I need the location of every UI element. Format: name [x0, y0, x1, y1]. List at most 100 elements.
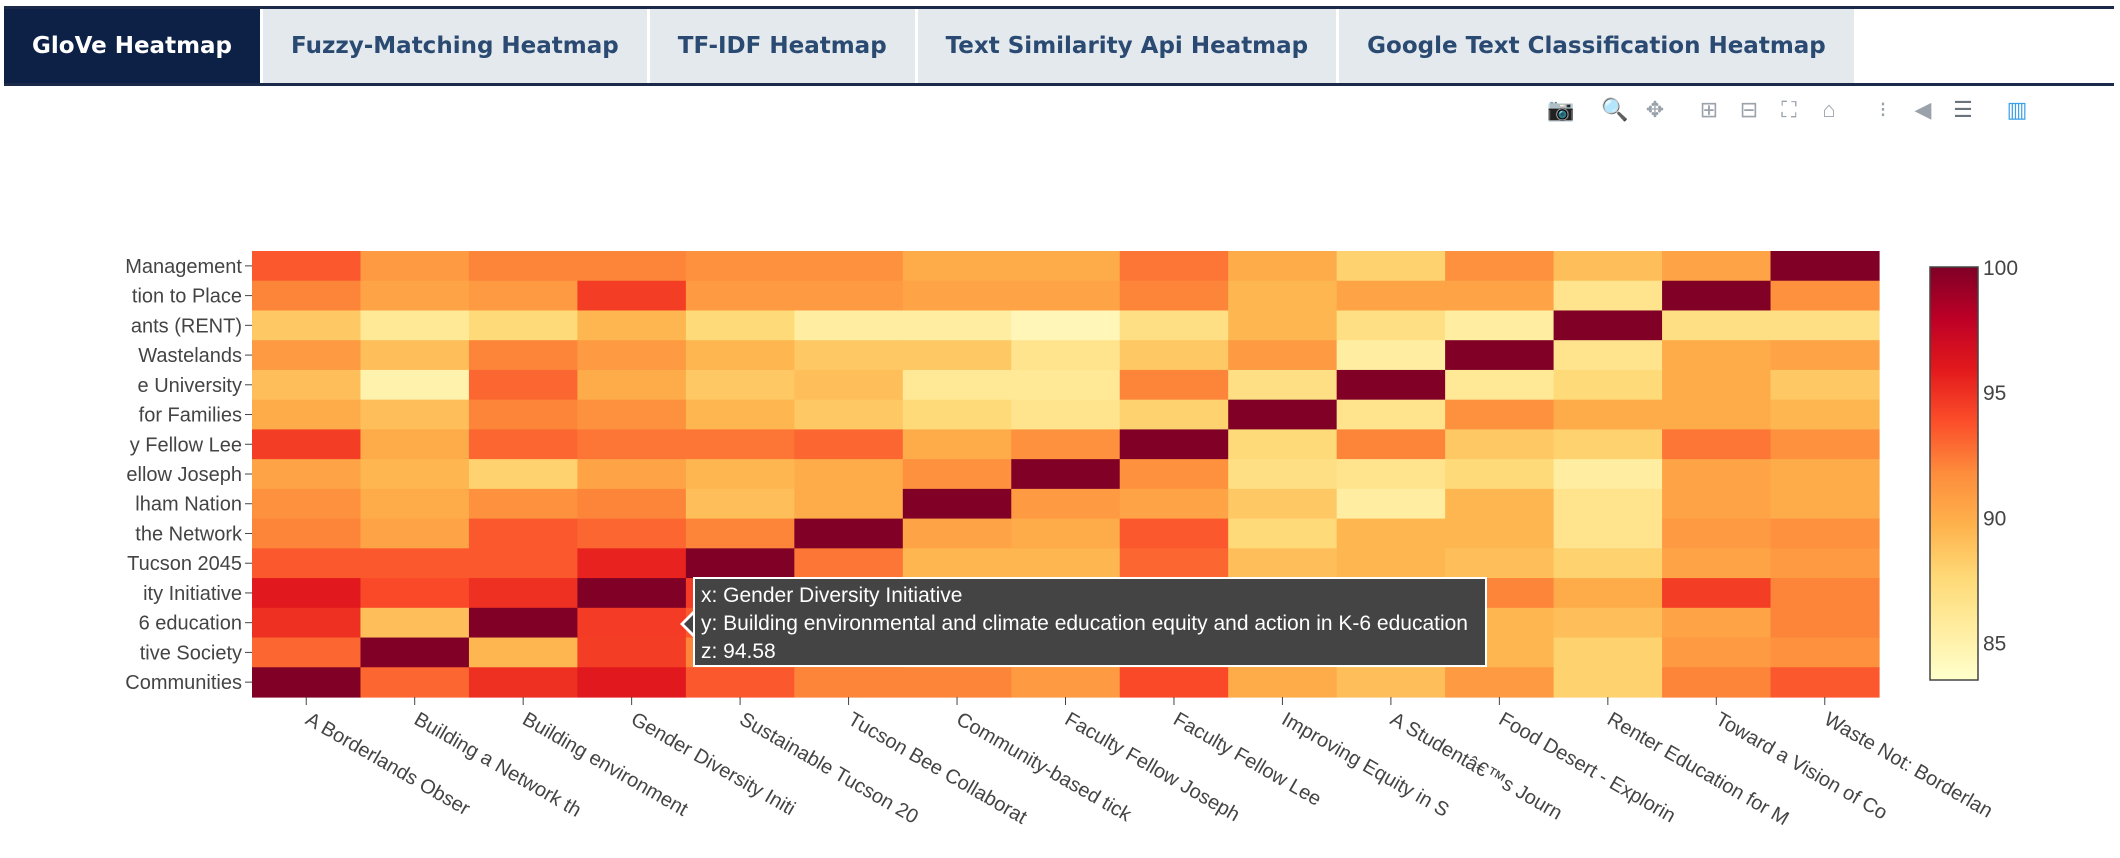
heatmap-cell[interactable]	[1445, 548, 1555, 579]
zoom-icon[interactable]: 🔍	[1601, 97, 1629, 122]
heatmap-cell[interactable]	[252, 578, 362, 609]
heatmap-cell[interactable]	[685, 251, 795, 282]
heatmap-cell[interactable]	[360, 429, 470, 460]
heatmap-cell[interactable]	[1336, 251, 1446, 282]
hover-closest-icon[interactable]: ◀	[1914, 97, 1932, 122]
tab-text-similarity-api-heatmap[interactable]: Text Similarity Api Heatmap	[917, 9, 1337, 83]
heatmap-cell[interactable]	[1119, 518, 1229, 549]
heatmap-cell[interactable]	[1445, 369, 1555, 401]
heatmap-cell[interactable]	[1119, 310, 1229, 341]
heatmap-cell[interactable]	[902, 429, 1012, 460]
heatmap-cell[interactable]	[902, 548, 1012, 579]
heatmap-cell[interactable]	[468, 518, 578, 549]
heatmap-cell[interactable]	[360, 399, 470, 430]
heatmap-cell[interactable]	[1119, 251, 1229, 282]
heatmap-cell[interactable]	[1336, 548, 1446, 579]
heatmap-cell[interactable]	[1662, 399, 1772, 430]
heatmap-cell[interactable]	[577, 310, 687, 341]
heatmap-cell[interactable]	[252, 280, 362, 312]
heatmap-cell[interactable]	[1011, 399, 1121, 430]
heatmap-cell[interactable]	[1119, 280, 1229, 312]
heatmap-cell[interactable]	[360, 518, 470, 549]
heatmap-cell[interactable]	[685, 310, 795, 341]
heatmap-cell[interactable]	[794, 488, 904, 520]
zoom-in-icon[interactable]: ⊞	[1699, 97, 1719, 122]
heatmap-cell[interactable]	[1553, 667, 1663, 698]
heatmap-cell[interactable]	[1770, 578, 1880, 609]
heatmap-cell[interactable]	[1770, 399, 1880, 430]
heatmap-cell[interactable]	[1119, 488, 1229, 520]
heatmap-cell[interactable]	[1228, 429, 1338, 460]
heatmap-cell[interactable]	[577, 578, 687, 609]
heatmap-cell[interactable]	[252, 459, 362, 490]
heatmap-cell[interactable]	[1011, 518, 1121, 549]
heatmap-cell[interactable]	[1336, 518, 1446, 549]
heatmap-cell[interactable]	[794, 667, 904, 698]
heatmap-cell[interactable]	[1011, 459, 1121, 490]
heatmap-cell[interactable]	[1445, 667, 1555, 698]
tab-fuzzy-matching-heatmap[interactable]: Fuzzy-Matching Heatmap	[263, 9, 647, 83]
heatmap-cell[interactable]	[360, 310, 470, 341]
heatmap-cell[interactable]	[360, 459, 470, 490]
heatmap-cell[interactable]	[685, 518, 795, 549]
heatmap-cell[interactable]	[468, 399, 578, 430]
heatmap-cell[interactable]	[252, 607, 362, 639]
heatmap-cell[interactable]	[1662, 310, 1772, 341]
heatmap-cell[interactable]	[1662, 607, 1772, 639]
heatmap-cell[interactable]	[1011, 488, 1121, 520]
heatmap-cell[interactable]	[685, 369, 795, 401]
heatmap-cell[interactable]	[468, 637, 578, 668]
heatmap-cell[interactable]	[1011, 310, 1121, 341]
heatmap-cell[interactable]	[577, 340, 687, 371]
heatmap-cell[interactable]	[468, 369, 578, 401]
heatmap-cell[interactable]	[794, 548, 904, 579]
heatmap-cell[interactable]	[1770, 369, 1880, 401]
heatmap-cell[interactable]	[1770, 488, 1880, 520]
heatmap-cell[interactable]	[1662, 340, 1772, 371]
heatmap-cell[interactable]	[252, 429, 362, 460]
heatmap-cell[interactable]	[252, 518, 362, 549]
heatmap-cell[interactable]	[902, 459, 1012, 490]
heatmap-cell[interactable]	[1553, 310, 1663, 341]
heatmap-cell[interactable]	[1336, 459, 1446, 490]
heatmap-cell[interactable]	[360, 251, 470, 282]
heatmap-cell[interactable]	[1445, 459, 1555, 490]
heatmap-cell[interactable]	[1228, 488, 1338, 520]
heatmap-cell[interactable]	[1011, 340, 1121, 371]
heatmap-cell[interactable]	[902, 310, 1012, 341]
camera-icon[interactable]: 📷	[1547, 97, 1575, 122]
heatmap-cell[interactable]	[1553, 637, 1663, 668]
heatmap-cell[interactable]	[1119, 399, 1229, 430]
heatmap-cell[interactable]	[1119, 429, 1229, 460]
heatmap-cell[interactable]	[360, 578, 470, 609]
heatmap-cell[interactable]	[252, 637, 362, 668]
heatmap-cell[interactable]	[1011, 280, 1121, 312]
heatmap-cell[interactable]	[685, 280, 795, 312]
heatmap-cell[interactable]	[1445, 251, 1555, 282]
heatmap-cell[interactable]	[1770, 459, 1880, 490]
heatmap-cell[interactable]	[252, 251, 362, 282]
heatmap-cell[interactable]	[1553, 280, 1663, 312]
heatmap-cell[interactable]	[685, 548, 795, 579]
heatmap-cell[interactable]	[685, 667, 795, 698]
heatmap-cell[interactable]	[902, 399, 1012, 430]
heatmap-cell[interactable]	[360, 280, 470, 312]
heatmap-cell[interactable]	[1336, 369, 1446, 401]
heatmap-cell[interactable]	[360, 340, 470, 371]
autoscale-icon[interactable]: ⛶	[1781, 97, 1797, 122]
heatmap-cell[interactable]	[468, 459, 578, 490]
heatmap-cell[interactable]	[794, 310, 904, 341]
plotly-logo-icon[interactable]: ▥	[2006, 97, 2028, 122]
heatmap-cell[interactable]	[1553, 548, 1663, 579]
heatmap-cell[interactable]	[902, 667, 1012, 698]
heatmap-cell[interactable]	[577, 488, 687, 520]
heatmap-cell[interactable]	[1553, 340, 1663, 371]
heatmap-cell[interactable]	[1770, 429, 1880, 460]
heatmap-cell[interactable]	[1336, 310, 1446, 341]
heatmap-cell[interactable]	[1553, 459, 1663, 490]
heatmap-cell[interactable]	[252, 310, 362, 341]
heatmap-cell[interactable]	[1011, 548, 1121, 579]
heatmap-cell[interactable]	[1119, 667, 1229, 698]
heatmap-cell[interactable]	[902, 251, 1012, 282]
heatmap-cell[interactable]	[1445, 340, 1555, 371]
